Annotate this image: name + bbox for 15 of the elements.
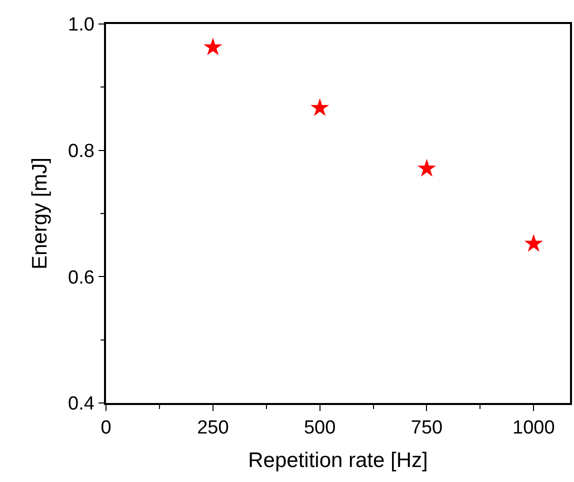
x-tick-label: 750 xyxy=(410,418,443,439)
y-axis-title: Energy [mJ] xyxy=(28,157,52,270)
x-tick-label: 250 xyxy=(197,418,229,439)
x-axis-title: Repetition rate [Hz] xyxy=(248,449,428,472)
point xyxy=(204,38,222,56)
point xyxy=(310,98,330,116)
y-tick-label: 0.4 xyxy=(68,394,95,415)
y-tick-label: 0.8 xyxy=(68,140,94,162)
point xyxy=(417,158,436,177)
x-tick-label: 0 xyxy=(100,418,112,439)
y-tick-label: 1.0 xyxy=(68,14,94,36)
point xyxy=(524,234,543,252)
x-tick-label: 500 xyxy=(304,418,336,439)
y-tick-label: 0.6 xyxy=(68,267,94,288)
x-tick-label: 1000 xyxy=(512,418,555,439)
